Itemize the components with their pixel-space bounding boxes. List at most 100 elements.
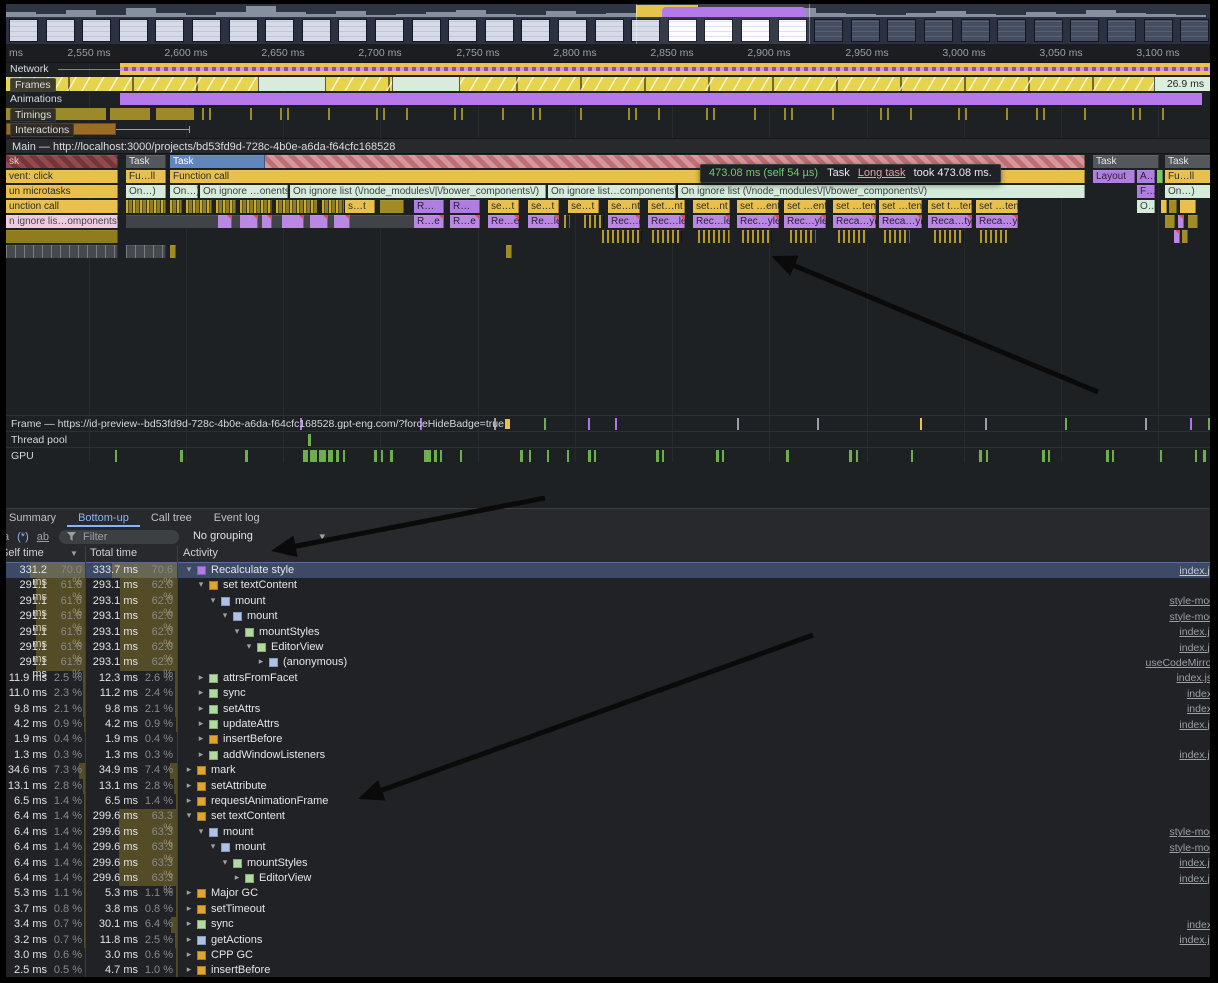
table-row[interactable]: 331.2 ms 70.0 % 333.7 ms 70.6 % ▾ Recalculate… — [6, 563, 1210, 588]
tab-bottom-up[interactable]: Bottom-up — [67, 509, 140, 527]
source-link[interactable]: style-mod — [1169, 826, 1210, 839]
track-timings[interactable]: Timings — [6, 107, 1210, 122]
flame-bar[interactable]: On ignore list (\/node_modules\/|\/bower… — [290, 185, 546, 198]
filmstrip-thumbnail[interactable] — [375, 19, 404, 42]
flame-bar[interactable]: Fu…ll — [1165, 170, 1210, 183]
timeline-overview[interactable] — [6, 4, 1210, 44]
column-self-time[interactable]: Self time — [6, 547, 44, 559]
flame-bar[interactable] — [310, 215, 328, 228]
flame-bar[interactable] — [742, 230, 772, 243]
filmstrip-thumbnail[interactable] — [484, 19, 514, 42]
filmstrip-thumbnail[interactable] — [192, 19, 221, 42]
main-thread-flame-chart[interactable]: sk Task Task Task Task vent: click Fu…ll Functi… — [6, 155, 1210, 261]
source-link[interactable]: index.js — [1179, 872, 1210, 885]
flame-bar[interactable]: set…nt — [648, 200, 685, 213]
flame-bar[interactable] — [380, 200, 404, 213]
tab-summary[interactable]: Summary — [9, 512, 57, 524]
long-task-link[interactable]: Long task — [857, 167, 906, 179]
tab-call-tree[interactable]: Call tree — [150, 512, 192, 524]
column-total-time[interactable]: Total time — [90, 547, 138, 559]
flame-bar[interactable]: set …ent — [737, 200, 779, 213]
filmstrip-thumbnail[interactable] — [228, 19, 258, 42]
disclosure-triangle[interactable]: ▾ — [222, 856, 228, 867]
disclosure-triangle[interactable]: ▸ — [258, 656, 264, 667]
disclosure-triangle[interactable]: ▸ — [198, 671, 204, 682]
table-row[interactable]: 13.1 ms 2.8 % 13.1 ms 2.8 % ▸ setAttribute — [6, 778, 1210, 794]
flame-bar[interactable] — [186, 200, 212, 213]
source-link[interactable]: style-mod — [1169, 610, 1210, 623]
flame-bar[interactable]: set t…tent — [928, 200, 972, 213]
flame-bar[interactable]: Rec…le — [648, 215, 685, 228]
flame-bar[interactable]: unction call — [6, 200, 118, 213]
disclosure-triangle[interactable]: ▸ — [186, 795, 192, 805]
table-row[interactable]: 3.0 ms 0.6 % 3.0 ms 0.6 % ▸ CPP GC — [6, 948, 1210, 964]
flame-bar[interactable]: Layout — [1093, 170, 1135, 183]
track-frames[interactable]: 26.9 ms Frames — [6, 77, 1210, 92]
flame-bar[interactable] — [216, 200, 236, 213]
source-link[interactable]: index.js — [1179, 718, 1210, 731]
flame-bar[interactable] — [126, 200, 166, 213]
filmstrip-thumbnail[interactable] — [45, 19, 75, 42]
flame-bar[interactable]: A… — [1137, 170, 1155, 183]
filmstrip-thumbnail[interactable] — [887, 19, 917, 42]
source-link[interactable]: index.js — [1179, 749, 1210, 762]
table-row[interactable]: 291.1 ms 61.6 % 293.1 ms 62.0 % ▾ mountStyles… — [6, 624, 1210, 650]
source-link[interactable]: index.js: — [1176, 672, 1210, 685]
table-row[interactable]: 6.5 ms 1.4 % 6.5 ms 1.4 % ▸ requestAnimationF… — [6, 794, 1210, 810]
table-row[interactable]: 4.2 ms 0.9 % 4.2 ms 0.9 % ▸ updateAttrs index.… — [6, 717, 1210, 733]
flame-bar[interactable] — [1174, 230, 1180, 243]
filmstrip-thumbnail[interactable] — [850, 19, 880, 42]
table-row[interactable]: 6.4 ms 1.4 % 299.6 ms 63.3 % ▾ mount style-mod — [6, 824, 1210, 850]
flame-bar[interactable]: R…e — [450, 215, 480, 228]
flame-bar[interactable] — [6, 245, 118, 258]
disclosure-triangle[interactable]: ▸ — [186, 964, 192, 975]
flame-bar[interactable]: O… — [1137, 200, 1155, 213]
flame-bar[interactable] — [1169, 200, 1177, 213]
filter-box[interactable] — [58, 529, 179, 544]
flame-bar[interactable]: se…nt — [608, 200, 640, 213]
flame-bar[interactable]: Task — [126, 155, 166, 168]
column-divider[interactable] — [85, 546, 86, 977]
table-row[interactable]: 3.7 ms 0.8 % 3.8 ms 0.8 % ▸ setTimeout — [6, 901, 1210, 918]
flame-bar[interactable]: un microtasks — [6, 185, 118, 198]
filmstrip-thumbnail[interactable] — [960, 19, 990, 42]
flame-bar[interactable]: Rec…le — [608, 215, 640, 228]
flame-bar[interactable] — [170, 245, 176, 258]
source-link[interactable]: index.js — [1179, 934, 1210, 947]
flame-bar[interactable]: Reca…yle — [976, 215, 1018, 228]
flame-bar[interactable]: R… — [450, 200, 480, 213]
table-row[interactable]: 5.3 ms 1.1 % 5.3 ms 1.1 % ▸ Major GC — [6, 886, 1210, 902]
flame-bar[interactable] — [1180, 200, 1196, 213]
flame-bar[interactable] — [564, 215, 570, 228]
frames-bar[interactable] — [6, 77, 1210, 91]
flame-bar[interactable]: Reca…yle — [879, 215, 922, 228]
flame-bar[interactable]: On ignore …onents\/) — [200, 185, 288, 198]
disclosure-triangle[interactable]: ▾ — [186, 564, 192, 574]
flame-bar[interactable] — [652, 230, 682, 243]
flame-bar[interactable] — [838, 230, 868, 243]
flame-bar[interactable]: set …tent — [976, 200, 1018, 213]
flame-bar[interactable]: sk — [6, 155, 118, 168]
table-row[interactable]: 11.0 ms 2.3 % 11.2 ms 2.4 % ▸ sync index. — [6, 686, 1210, 702]
flame-bar[interactable] — [334, 215, 350, 228]
filmstrip-thumbnail[interactable] — [777, 19, 807, 42]
table-row[interactable]: 1.3 ms 0.3 % 1.3 ms 0.3 % ▸ addWindowListener… — [6, 747, 1210, 764]
column-divider[interactable] — [177, 546, 178, 977]
flame-bar[interactable] — [262, 215, 272, 228]
disclosure-triangle[interactable]: ▾ — [198, 579, 204, 590]
flame-bar[interactable]: On…) — [1165, 185, 1210, 198]
flame-bar[interactable] — [980, 230, 1008, 243]
flame-bar[interactable]: se…t — [528, 200, 559, 213]
table-row[interactable]: 6.4 ms 1.4 % 299.6 ms 63.3 % ▸ EditorView inde… — [6, 871, 1210, 896]
flame-bar[interactable] — [1161, 200, 1167, 213]
frame-duration-badge[interactable]: 26.9 ms — [1154, 77, 1210, 91]
table-row[interactable]: 291.1 ms 61.6 % 293.1 ms 62.0 % ▾ mount style-… — [6, 609, 1210, 634]
flame-bar[interactable]: On ignore list…components\/) — [548, 185, 676, 198]
table-row[interactable]: 3.2 ms 0.7 % 11.8 ms 2.5 % ▸ getActions index.… — [6, 932, 1210, 948]
disclosure-triangle[interactable]: ▸ — [186, 918, 192, 929]
flame-bar[interactable]: set …ent — [784, 200, 826, 213]
filmstrip-thumbnail[interactable] — [411, 19, 441, 42]
grouping-dropdown[interactable]: No grouping ▾ — [193, 530, 325, 543]
flame-bar[interactable]: se…t — [488, 200, 519, 213]
flame-bar[interactable]: On ignore list (\/node_modules\/|\/bower… — [678, 185, 1085, 198]
